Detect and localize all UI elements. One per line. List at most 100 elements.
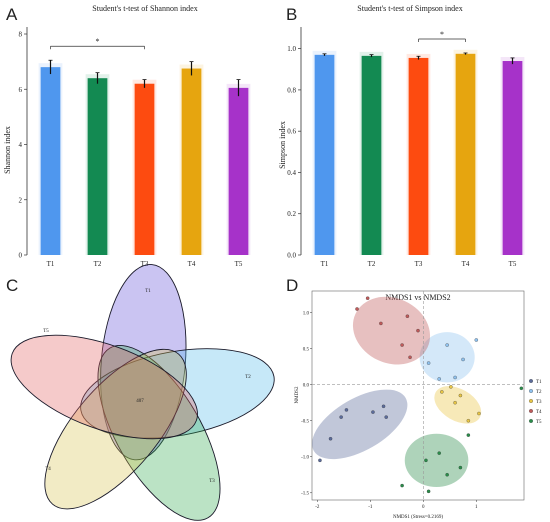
point-t4: [355, 307, 359, 311]
panel-letter-b: B: [286, 5, 298, 24]
point-t5: [424, 458, 428, 463]
panel-letter-d: D: [286, 276, 299, 295]
venn-set-label: T1: [145, 289, 151, 294]
point-t1: [318, 458, 322, 463]
y-tick-label: 0.5: [303, 347, 310, 352]
bar-t1: [40, 67, 61, 256]
group-ellipse-t3: [434, 386, 482, 424]
point-t5: [445, 473, 449, 477]
y-tick-label: 0.6: [287, 128, 296, 136]
y-tick-label: 2: [19, 196, 23, 204]
x-tick-label: T5: [509, 260, 517, 268]
venn-set-t3: [97, 345, 221, 521]
x-tick-label: T3: [415, 260, 423, 268]
point-t5: [458, 465, 463, 470]
y-tick-label: 0: [19, 252, 23, 260]
y-tick-label: 0.0: [287, 252, 296, 260]
y-tick-label: 0.0: [303, 383, 310, 388]
chart-a-title: Student's t-test of Shannon index: [92, 4, 197, 13]
point-t2: [461, 357, 465, 362]
x-tick-label: -2: [315, 505, 320, 510]
group-ellipse-t4: [352, 296, 431, 365]
x-tick-label: T3: [141, 260, 149, 268]
bar-t1: [314, 54, 335, 256]
point-t5: [426, 489, 431, 494]
bar-t4: [181, 68, 202, 255]
bar-t2: [87, 78, 108, 255]
legend-label: T1: [536, 380, 542, 385]
y-tick-label: -1.0: [301, 456, 309, 461]
significance-star: *: [96, 37, 100, 46]
significance-star: *: [440, 30, 444, 39]
point-t5: [519, 386, 524, 391]
nmds-ylabel: NMDS2: [295, 386, 300, 403]
bar-t2: [361, 55, 382, 255]
point-t3: [477, 411, 481, 416]
panel-letter-a: A: [6, 5, 18, 24]
venn-center-value: 407: [136, 399, 144, 404]
legend-marker: [529, 409, 533, 413]
bar-t3: [134, 83, 155, 255]
point-t2: [437, 377, 441, 381]
group-ellipse-t2: [419, 332, 475, 383]
point-t2: [426, 361, 431, 365]
point-t1: [328, 436, 333, 441]
y-tick-label: 4: [19, 141, 23, 149]
x-tick-label: T4: [188, 260, 196, 268]
y-tick-label: 0.2: [287, 210, 296, 218]
chart-b-ylabel: Simpson index: [278, 121, 287, 169]
y-tick-label: 1.0: [287, 45, 296, 53]
legend-marker: [529, 399, 533, 403]
point-t4: [379, 321, 383, 326]
point-t3: [458, 393, 463, 398]
point-t4: [405, 314, 410, 318]
point-t2: [453, 375, 457, 380]
venn-set-t4: [44, 348, 187, 510]
legend-marker: [529, 379, 533, 383]
group-ellipse-t1: [312, 389, 408, 460]
venn-set-t5: [10, 334, 198, 440]
y-tick-label: 0.4: [287, 169, 296, 177]
venn-set-label: T5: [43, 329, 49, 334]
venn-set-label: T2: [245, 375, 251, 380]
legend-label: T3: [536, 400, 542, 405]
nmds-xlabel: NMDS1 (Stress=0.2169): [393, 515, 443, 520]
point-t2: [445, 343, 449, 347]
point-t1: [339, 415, 343, 419]
x-tick-label: T4: [462, 260, 470, 268]
point-t5: [400, 483, 404, 488]
group-ellipse-t5: [404, 433, 469, 488]
x-tick-label: T1: [47, 260, 55, 268]
point-t3: [453, 400, 457, 405]
bar-t5: [502, 61, 523, 255]
point-t4: [400, 343, 404, 347]
nmds-plot-frame: [311, 290, 525, 501]
point-t1: [371, 410, 375, 414]
legend-label: T2: [536, 390, 542, 395]
point-t1: [381, 404, 386, 409]
panel-a-shannon-chart: Student's t-test of Shannon index Shanno…: [3, 4, 251, 268]
point-t1: [344, 408, 349, 412]
venn-set-label: T4: [45, 467, 51, 472]
x-tick-label: T2: [368, 260, 376, 268]
point-t4: [365, 296, 370, 300]
panel-c-venn-diagram: T1 T2 T3 T4 T5 407: [10, 263, 275, 521]
bar-t5: [228, 87, 249, 256]
point-t5: [437, 451, 441, 455]
x-tick-label: -1: [368, 505, 373, 510]
x-tick-label: T1: [321, 260, 329, 268]
x-tick-label: 1: [475, 505, 478, 510]
bar-t4: [455, 53, 476, 255]
venn-set-label: T3: [209, 479, 215, 484]
point-t4: [408, 355, 412, 360]
chart-a-ylabel: Shannon index: [3, 126, 12, 174]
y-tick-label: 0.8: [287, 86, 296, 94]
venn-set-t2: [80, 348, 275, 439]
legend-marker: [529, 389, 533, 393]
point-t3: [466, 418, 471, 423]
point-t4: [416, 328, 420, 333]
chart-b-title: Student's t-test of Simpson index: [357, 4, 462, 13]
y-tick-label: 1.0: [303, 311, 310, 316]
point-t1: [384, 415, 388, 419]
